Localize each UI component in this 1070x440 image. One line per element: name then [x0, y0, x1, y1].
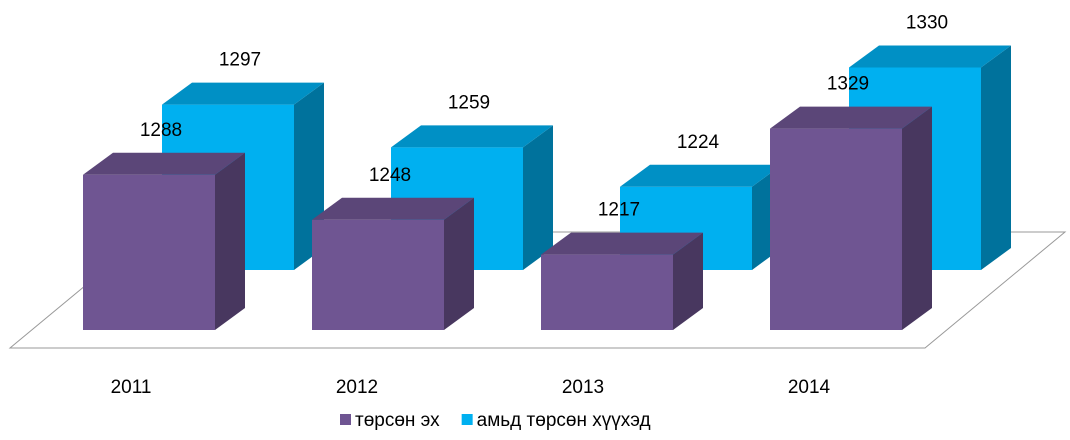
value-label: 1329	[827, 74, 869, 95]
value-label: 1259	[448, 92, 490, 113]
bar-front	[312, 219, 444, 330]
legend-swatch	[340, 414, 351, 425]
bar-top	[541, 232, 703, 255]
x-tick-label: 2014	[788, 377, 831, 398]
bar-top	[83, 152, 245, 175]
bar	[312, 197, 474, 330]
x-tick-label: 2012	[336, 377, 378, 398]
bar-side	[902, 106, 932, 330]
bar-side	[215, 152, 245, 330]
bar	[541, 232, 703, 330]
bar	[770, 106, 932, 330]
bar-side	[523, 125, 553, 270]
bar-top	[312, 197, 474, 220]
bar-side	[981, 45, 1011, 270]
value-label: 1224	[677, 132, 720, 153]
value-label: 1217	[598, 200, 640, 221]
bar-front	[83, 174, 215, 330]
bar-top	[620, 164, 782, 187]
bar	[83, 152, 245, 330]
bar-front	[770, 128, 902, 330]
bar-side	[673, 232, 703, 330]
bar-front	[541, 254, 673, 330]
x-tick-label: 2013	[562, 377, 604, 398]
bar-top	[770, 106, 932, 129]
bar-top	[391, 125, 553, 148]
legend-label: амьд төрсөн хүүхэд	[477, 410, 651, 431]
value-label: 1288	[140, 120, 182, 141]
bar-side	[444, 197, 474, 330]
bar-top	[162, 82, 324, 105]
value-label: 1297	[219, 50, 261, 71]
legend-label: төрсөн эх	[355, 410, 440, 431]
x-tick-label: 2011	[111, 377, 152, 398]
value-label: 1248	[369, 165, 411, 186]
value-label: 1330	[906, 13, 948, 34]
legend-swatch	[461, 414, 473, 425]
bar-top	[849, 45, 1011, 68]
